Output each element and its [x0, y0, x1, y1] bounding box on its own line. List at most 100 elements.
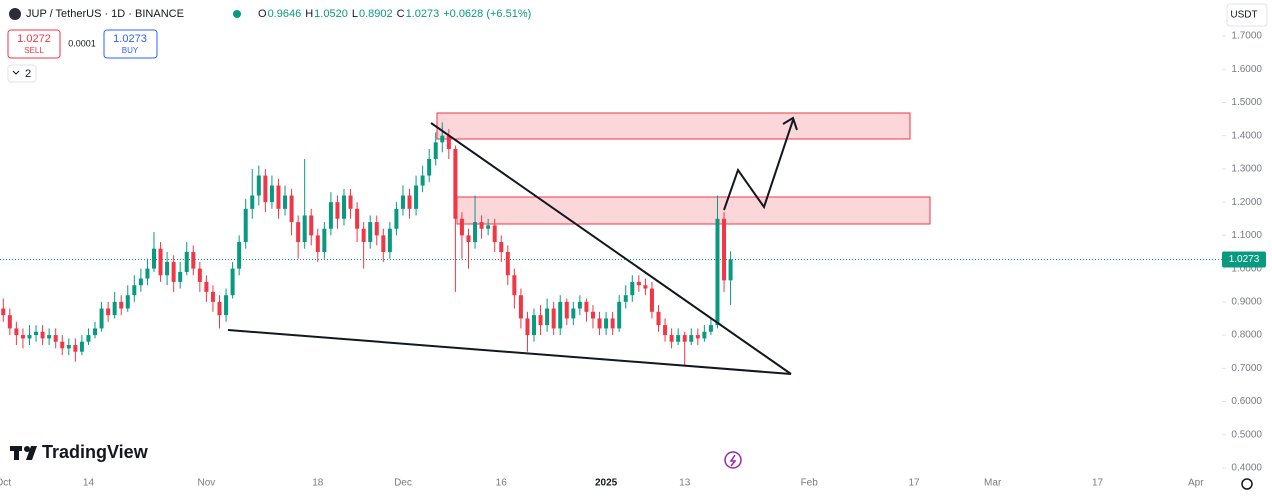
candle-body	[617, 301, 622, 329]
candle-body	[564, 301, 569, 319]
ohlc-value: 1.0520	[314, 8, 348, 20]
resistance-zone	[436, 112, 911, 140]
candle-body	[374, 222, 379, 236]
candle-body	[558, 301, 563, 329]
y-tick-label: 0.6000	[1231, 396, 1262, 407]
candle-body	[263, 175, 268, 203]
events-icon[interactable]	[724, 451, 742, 469]
candle-body	[459, 218, 464, 236]
candle-body	[125, 295, 130, 309]
candle-body	[446, 135, 451, 149]
candle-body	[492, 225, 497, 243]
projection-path	[723, 119, 794, 211]
candle-body	[355, 208, 360, 229]
change: +0.0628 (+6.51%)	[443, 8, 531, 20]
candle-body	[682, 335, 687, 342]
symbol-title[interactable]: JUP / TetherUS · 1D · BINANCE	[26, 8, 184, 20]
candle-body	[466, 235, 471, 243]
candle-body	[112, 301, 117, 316]
y-tick-label: 1.2000	[1231, 197, 1262, 208]
currency-select[interactable]	[1226, 3, 1268, 27]
candle-body	[309, 215, 314, 236]
candle-body	[86, 335, 91, 342]
candle-body	[695, 335, 700, 339]
candle-body	[525, 318, 530, 336]
candle-body	[79, 341, 84, 352]
candle-body	[715, 218, 720, 326]
indicators-toggle[interactable]	[7, 64, 37, 83]
candle-body	[604, 318, 609, 329]
candle-body	[551, 308, 556, 329]
trend-line-lower	[227, 329, 792, 375]
projection-arrowhead	[782, 116, 798, 131]
spread: 0.0001	[68, 38, 96, 48]
candle-body	[505, 252, 510, 276]
candle-body	[328, 202, 333, 229]
candle-body	[420, 175, 425, 186]
sell-button[interactable]	[7, 29, 61, 59]
ohlc-value: 0.8902	[359, 8, 393, 20]
x-tick-label: 18	[312, 478, 324, 489]
x-tick-label: Dec	[394, 478, 412, 489]
brand-logo	[10, 446, 37, 460]
candle-body	[7, 315, 12, 329]
y-tick-label: 1.7000	[1231, 31, 1262, 42]
settings-icon[interactable]	[1241, 478, 1253, 490]
candle-body	[40, 331, 45, 339]
candle-body	[99, 308, 104, 329]
candle-body	[571, 308, 576, 319]
ohlc-label: H	[305, 8, 313, 20]
buy-button[interactable]	[103, 29, 158, 59]
candle-body	[224, 295, 229, 316]
events-bolt	[729, 454, 737, 467]
candle-body	[178, 271, 183, 282]
candle-body	[453, 148, 458, 219]
indicators-count: 2	[25, 68, 31, 80]
candle-body	[427, 158, 432, 176]
candle-body	[73, 345, 78, 352]
candle-body	[53, 335, 58, 342]
y-tick-label: 0.4000	[1231, 463, 1262, 474]
candle-body	[191, 252, 196, 269]
sell-price: 1.0272	[17, 33, 51, 45]
candle-body	[237, 242, 242, 269]
candle-body	[577, 301, 582, 309]
candle-body	[643, 285, 648, 289]
ohlc: O 0.9646 H 1.0520 L 0.8902 C 1.0273	[258, 8, 439, 20]
candle-body	[676, 335, 681, 342]
sell-label: SELL	[24, 46, 44, 55]
candle-body	[656, 311, 661, 326]
candle-body	[722, 218, 727, 281]
ohlc-value: 1.0273	[406, 8, 440, 20]
candle-body	[584, 301, 589, 312]
ohlc-label: L	[352, 8, 358, 20]
symbol-icon	[9, 8, 21, 20]
candle-body	[649, 288, 654, 312]
trend-line-upper	[430, 122, 792, 375]
x-tick-label: Apr	[1188, 478, 1204, 489]
candle-body	[473, 222, 478, 243]
candle-body	[702, 331, 707, 339]
candle-body	[545, 308, 550, 326]
candle-body	[663, 325, 668, 336]
candle-body	[171, 261, 176, 282]
candle-body	[250, 195, 255, 209]
candle-body	[479, 222, 484, 229]
y-tick-label: 1.3000	[1231, 164, 1262, 175]
x-tick-label: 17	[1092, 478, 1104, 489]
candle-body	[708, 325, 713, 332]
last-price-tag	[1222, 251, 1266, 268]
buy-label: BUY	[122, 46, 139, 55]
candle-body	[610, 318, 615, 329]
x-tick-label: 14	[83, 478, 95, 489]
x-tick-label: 13	[679, 478, 691, 489]
candle-body	[689, 335, 694, 342]
candle-body	[590, 311, 595, 319]
candle-body	[335, 202, 340, 219]
candle-body	[283, 195, 288, 209]
candle-body	[66, 345, 71, 349]
candle-body	[20, 335, 25, 339]
candle-body	[407, 195, 412, 209]
